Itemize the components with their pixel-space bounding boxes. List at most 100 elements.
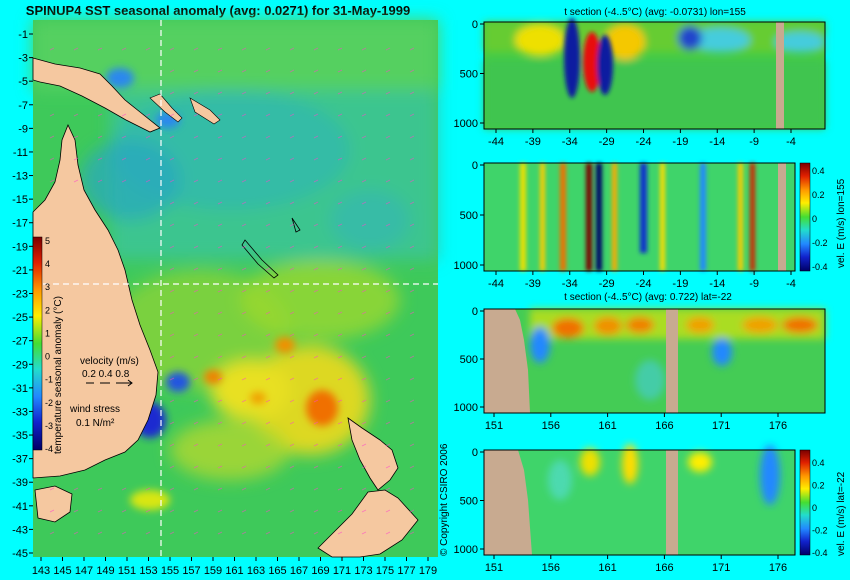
copyright-notice: © Copyright CSIRO 2006 bbox=[439, 443, 450, 556]
section-x-tick-label: 166 bbox=[655, 420, 673, 432]
t-section-lon-title: t section (-4..5°C) (avg: -0.0731) lon=1… bbox=[564, 7, 746, 18]
section-y-tick-label: 500 bbox=[460, 69, 478, 81]
vel-colorbar-tick: -0.2 bbox=[812, 526, 828, 536]
vel-colorbar-tick: -0.2 bbox=[812, 238, 828, 248]
section-y-tick-label: 0 bbox=[472, 19, 478, 31]
map-x-tick-label: 143 bbox=[32, 565, 50, 577]
section-x-tick-label: -19 bbox=[672, 136, 688, 148]
velocity-scale: 0.2 0.4 0.8 bbox=[82, 369, 130, 380]
sst-colorbar-ticks: 5 4 3 2 1 0 -1 -2 -3 -4 bbox=[45, 236, 53, 454]
map-y-tick-label: -5 bbox=[18, 76, 28, 88]
section-x-tick-label: -4 bbox=[786, 136, 796, 148]
map-y-tick-label: -33 bbox=[12, 406, 28, 418]
map-y-tick-label: -3 bbox=[18, 53, 28, 65]
sst-colorbar-tick: 2 bbox=[45, 305, 50, 315]
map-x-tick-label: 159 bbox=[204, 565, 222, 577]
section-y-tick-label: 0 bbox=[472, 306, 478, 318]
map-y-tick-label: -39 bbox=[12, 477, 28, 489]
t-section-lat-22-axes: 0 500 1000 151 156 161 166 171 176 bbox=[454, 306, 826, 432]
map-y-tick-label: -31 bbox=[12, 383, 28, 395]
vel-colorbar-lat bbox=[799, 449, 811, 556]
map-y-tick-label: -11 bbox=[13, 147, 28, 159]
section-x-tick-label: 176 bbox=[769, 420, 787, 432]
vel-colorbar-tick: 0.2 bbox=[812, 481, 825, 491]
section-x-tick-label: -19 bbox=[672, 278, 688, 290]
map-y-tick-label: -23 bbox=[12, 289, 28, 301]
wind-stress-scale: 0.1 N/m² bbox=[76, 418, 115, 429]
section-y-tick-label: 500 bbox=[460, 496, 478, 508]
section-x-tick-label: 151 bbox=[485, 562, 503, 574]
section-frame bbox=[483, 449, 796, 556]
section-x-tick-label: -14 bbox=[709, 136, 725, 148]
section-x-tick-label: -29 bbox=[599, 278, 615, 290]
map-y-tick-label: -7 bbox=[18, 100, 28, 112]
section-x-tick-label: 156 bbox=[542, 420, 560, 432]
velocity-scale-arrows bbox=[86, 379, 133, 387]
map-x-tick-label: 151 bbox=[118, 565, 136, 577]
t-section-lat-title: t section (-4..5°C) (avg: 0.722) lat=-22 bbox=[564, 292, 732, 303]
vel-section-lon155-axes: 0 500 1000 -44 -39 -34 -29 -24 -19 -14 -9 -4 0.4 0.2 0… bbox=[454, 160, 828, 290]
map-y-tick-label: -17 bbox=[12, 218, 28, 230]
section-x-tick-label: -39 bbox=[525, 136, 541, 148]
vel-colorbar-lon-label: vel. E (m/s) lon=155 bbox=[836, 178, 847, 268]
vel-section-lat-22 bbox=[484, 444, 795, 555]
sst-colorbar-tick: -1 bbox=[45, 375, 53, 385]
vel-colorbar-tick: -0.4 bbox=[812, 548, 828, 558]
map-y-tick-label: -25 bbox=[12, 312, 28, 324]
section-frame bbox=[483, 308, 826, 414]
section-x-tick-label: 161 bbox=[598, 562, 616, 574]
map-x-tick-label: 147 bbox=[75, 565, 93, 577]
map-x-tick-label: 157 bbox=[182, 565, 200, 577]
map-y-tick-label: -45 bbox=[12, 548, 28, 560]
section-y-tick-label: 500 bbox=[460, 354, 478, 366]
section-x-tick-label: -39 bbox=[525, 278, 541, 290]
section-y-tick-label: 0 bbox=[472, 447, 478, 459]
sst-colorbar-tick: 4 bbox=[45, 259, 50, 269]
map-x-tick-label: 153 bbox=[139, 565, 157, 577]
t-section-lat-22 bbox=[484, 309, 825, 413]
map-y-tick-label: -35 bbox=[12, 430, 28, 442]
map-x-tick-label: 179 bbox=[419, 565, 437, 577]
map-x-tick-label: 145 bbox=[53, 565, 71, 577]
map-y-tick-label: -13 bbox=[12, 171, 28, 183]
section-x-tick-label: 171 bbox=[712, 420, 730, 432]
tasmania bbox=[34, 485, 73, 523]
vel-section-lat-22-axes: 0 500 1000 151 156 161 166 171 176 0.4 0.2 0 -0.2 -0.… bbox=[454, 447, 828, 574]
map-y-tick-label: -41 bbox=[12, 501, 28, 513]
map-x-tick-label: 161 bbox=[225, 565, 243, 577]
map-x-tick-label: 163 bbox=[247, 565, 265, 577]
section-x-tick-label: 176 bbox=[769, 562, 787, 574]
map-y-tick-label: -9 bbox=[18, 123, 28, 135]
vel-colorbar-tick: 0.4 bbox=[812, 166, 825, 176]
sst-colorbar-label: temperature seasonal anomaly (°C) bbox=[53, 296, 64, 454]
map-x-tick-label: 155 bbox=[161, 565, 179, 577]
sst-colorbar-tick: -2 bbox=[45, 398, 53, 408]
vel-colorbar-tick: 0 bbox=[812, 503, 817, 513]
section-x-tick-label: 151 bbox=[485, 420, 503, 432]
sst-map bbox=[32, 20, 438, 558]
vel-colorbar-tick: 0.2 bbox=[812, 190, 825, 200]
nz-north-island bbox=[347, 417, 399, 491]
map-x-tick-label: 175 bbox=[376, 565, 394, 577]
sst-colorbar-tick: 3 bbox=[45, 282, 50, 292]
map-y-tick-label: -37 bbox=[12, 454, 28, 466]
vel-colorbar-lat-label: vel. E (m/s) lat=-22 bbox=[836, 471, 847, 556]
section-x-tick-label: -4 bbox=[786, 278, 796, 290]
section-x-tick-label: -44 bbox=[488, 136, 504, 148]
section-x-tick-label: -34 bbox=[562, 136, 578, 148]
vel-colorbar-tick: 0 bbox=[812, 214, 817, 224]
map-x-tick-label: 165 bbox=[268, 565, 286, 577]
velocity-label: velocity (m/s) bbox=[80, 356, 139, 367]
section-x-tick-label: -34 bbox=[562, 278, 578, 290]
sst-colorbar-tick: -3 bbox=[45, 421, 53, 431]
section-x-tick-label: -24 bbox=[636, 136, 652, 148]
sst-colorbar bbox=[32, 236, 43, 451]
vel-colorbar-tick: -0.4 bbox=[812, 262, 828, 272]
section-y-tick-label: 1000 bbox=[454, 402, 478, 414]
map-y-tick-label: -27 bbox=[12, 336, 28, 348]
new-guinea bbox=[32, 57, 161, 133]
section-y-tick-label: 500 bbox=[460, 210, 478, 222]
map-y-tick-label: -21 bbox=[12, 265, 28, 277]
section-x-tick-label: 166 bbox=[655, 562, 673, 574]
